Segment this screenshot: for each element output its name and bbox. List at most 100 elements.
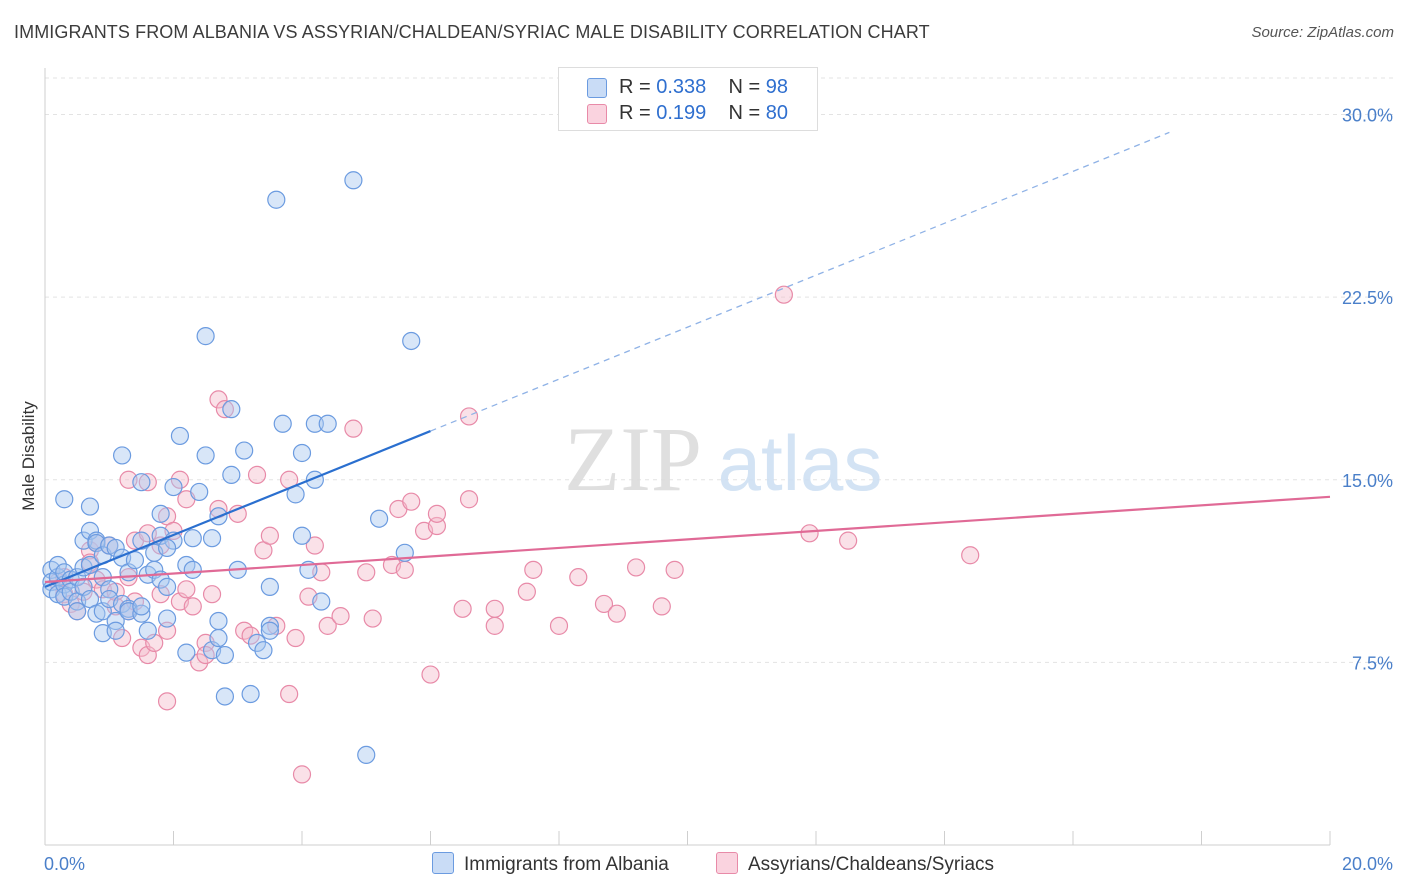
- bottom-legend-swatch-assyrian: [716, 852, 738, 874]
- assyrian-point: [183, 597, 202, 616]
- albania-point: [260, 621, 279, 640]
- albania-point: [164, 477, 183, 497]
- assyrian-point: [485, 599, 504, 618]
- albania-point: [177, 643, 196, 662]
- legend-r-label: R =: [619, 102, 651, 124]
- assyrian-point: [209, 390, 228, 409]
- bottom-legend-swatch-albania: [432, 852, 454, 874]
- x-tick-label-min: 0.0%: [44, 854, 85, 874]
- assyrian-point: [594, 594, 614, 614]
- assyrian-point: [774, 285, 793, 304]
- assyrian-point: [421, 665, 440, 684]
- assyrian-trend-line: [44, 495, 1331, 584]
- assyrian-point: [190, 653, 209, 672]
- albania-point: [241, 684, 260, 704]
- assyrian-point: [485, 616, 504, 635]
- assyrian-point: [286, 628, 305, 648]
- legend-r-label: R =: [619, 76, 651, 98]
- assyrian-point: [517, 582, 536, 601]
- axes: [44, 68, 1331, 846]
- assyrian-point: [652, 597, 671, 616]
- albania-point: [170, 426, 190, 446]
- assyrian-point: [280, 684, 299, 704]
- y-tick-label: 22.5%: [1342, 288, 1393, 308]
- albania-point: [55, 490, 74, 509]
- watermark: ZIP atlas: [564, 408, 882, 510]
- albania-point: [312, 592, 331, 611]
- albania-point: [209, 628, 228, 648]
- tick-labels: 7.5% 15.0% 22.5% 30.0% 0.0% 20.0%: [44, 106, 1393, 874]
- assyrian-point: [305, 536, 324, 555]
- assyrian-point: [402, 492, 421, 511]
- bottom-legend-label-assyrian: Assyrians/Chaldeans/Syriacs: [748, 854, 995, 875]
- albania-point: [132, 531, 151, 550]
- assyrian-point: [453, 599, 472, 618]
- bottom-legend-assyrian: Assyrians/Chaldeans/Syriacs: [716, 852, 994, 876]
- assyrian-point: [151, 585, 170, 604]
- assyrian-point: [138, 473, 157, 492]
- albania-point: [196, 327, 215, 346]
- watermark-zip: ZIP: [564, 408, 702, 510]
- albania-point: [202, 529, 222, 548]
- assyrian-point: [215, 400, 234, 419]
- albania-point: [132, 473, 151, 492]
- legend-swatch-albania: [587, 78, 607, 98]
- albania-point: [48, 555, 67, 575]
- legend-r-value: 0.338: [656, 76, 707, 98]
- assyrian-point: [459, 490, 479, 509]
- albania-point: [292, 443, 312, 463]
- albania-point: [215, 687, 234, 706]
- albania-point: [254, 641, 273, 660]
- albania-trend-extension: [430, 131, 1170, 432]
- albania-point: [209, 611, 228, 631]
- y-tick-label: 15.0%: [1342, 471, 1393, 491]
- albania-point: [292, 526, 312, 545]
- albania-point: [357, 745, 376, 765]
- albania-point: [106, 621, 125, 640]
- assyrian-point: [112, 628, 132, 648]
- albania-point: [260, 577, 279, 596]
- albania-point: [344, 171, 363, 190]
- assyrian-point: [459, 407, 479, 426]
- albania-point: [106, 538, 125, 558]
- chart-title: IMMIGRANTS FROM ALBANIA VS ASSYRIAN/CHAL…: [14, 22, 930, 42]
- albania-point: [247, 633, 267, 653]
- assyrian-point: [607, 604, 626, 623]
- albania-point: [215, 645, 234, 665]
- watermark-atlas: atlas: [718, 419, 883, 507]
- assyrian-point: [524, 560, 543, 579]
- albania-point: [402, 331, 421, 351]
- albania-point: [370, 509, 389, 528]
- assyrian-point: [318, 616, 337, 635]
- assyrian-point: [247, 465, 267, 484]
- assyrian-point: [331, 607, 350, 626]
- albania-point: [157, 538, 177, 558]
- assyrian-point: [395, 560, 414, 579]
- albania-point: [260, 616, 279, 635]
- legend-n-value: 80: [765, 102, 789, 124]
- assyrian-point: [202, 585, 222, 604]
- albania-trend-line: [44, 430, 431, 588]
- albania-point: [80, 497, 100, 516]
- assyrian-point: [260, 526, 279, 545]
- albania-point: [222, 465, 241, 484]
- x-tick-label-max: 20.0%: [1342, 854, 1393, 874]
- assyrian-point: [961, 546, 980, 565]
- assyrian-point: [800, 524, 819, 543]
- trend-lines: [44, 131, 1331, 588]
- albania-point: [157, 577, 177, 596]
- albania-point: [196, 446, 215, 465]
- source-label: Source: ZipAtlas.com: [1251, 24, 1394, 41]
- albania-point: [68, 602, 87, 621]
- y-tick-label: 7.5%: [1352, 653, 1393, 673]
- assyrian-point: [839, 531, 858, 550]
- assyrian-point: [357, 563, 376, 582]
- bottom-legend-label-albania: Immigrants from Albania: [464, 854, 669, 875]
- bottom-legend-albania: Immigrants from Albania: [432, 852, 669, 876]
- grid-lines: [45, 77, 1393, 663]
- albania-point: [151, 504, 170, 523]
- series-albania-points: [42, 171, 421, 765]
- albania-point: [157, 609, 177, 628]
- albania-point: [112, 446, 132, 465]
- assyrian-point: [157, 692, 177, 711]
